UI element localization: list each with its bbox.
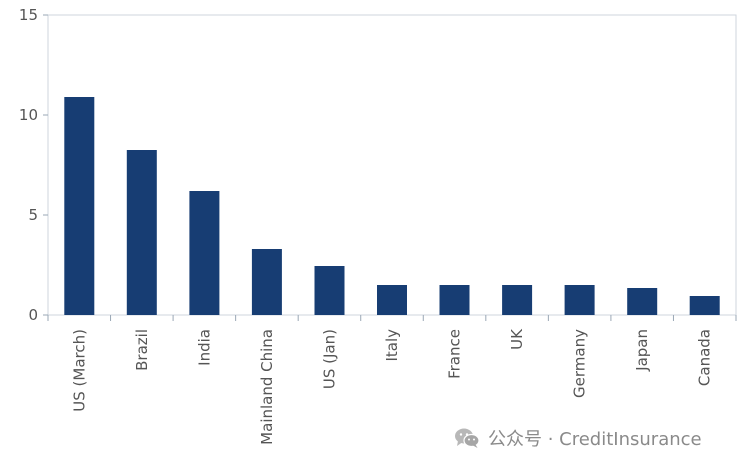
bar xyxy=(189,191,220,315)
bar xyxy=(251,249,282,315)
bar xyxy=(126,150,157,315)
x-tick-label: France xyxy=(446,329,464,379)
bar xyxy=(627,288,658,315)
x-tick-label: Canada xyxy=(696,329,714,386)
x-tick-label: US (March) xyxy=(70,329,88,412)
watermark-text: 公众号 · CreditInsurance xyxy=(488,429,702,450)
bar xyxy=(689,296,720,315)
bar xyxy=(64,97,95,315)
y-axis: 0 5 10 15 xyxy=(19,6,48,324)
y-tick-label: 10 xyxy=(19,106,38,124)
x-tick-label: Japan xyxy=(633,329,651,372)
bar xyxy=(377,285,407,315)
x-tick-label: US (Jan) xyxy=(320,329,338,389)
y-tick-label: 0 xyxy=(28,306,38,324)
x-tick-label: Mainland China xyxy=(258,329,276,445)
bar xyxy=(439,285,470,315)
bar xyxy=(314,266,345,315)
x-tick-label: Brazil xyxy=(133,329,151,371)
y-tick-label: 15 xyxy=(19,6,38,24)
x-axis: US (March) Brazil India Mainland China US (J… xyxy=(47,315,737,445)
x-tick-label: UK xyxy=(508,328,526,350)
x-tick-label: India xyxy=(195,329,213,366)
y-tick-label: 5 xyxy=(28,206,38,224)
wechat-icon xyxy=(455,428,480,448)
x-tick-label: Italy xyxy=(383,329,401,362)
bar xyxy=(502,285,533,315)
bars xyxy=(64,97,720,315)
bar xyxy=(564,285,595,315)
x-tick-label: Germany xyxy=(571,329,589,398)
watermark: 公众号 · CreditInsurance xyxy=(454,426,702,450)
